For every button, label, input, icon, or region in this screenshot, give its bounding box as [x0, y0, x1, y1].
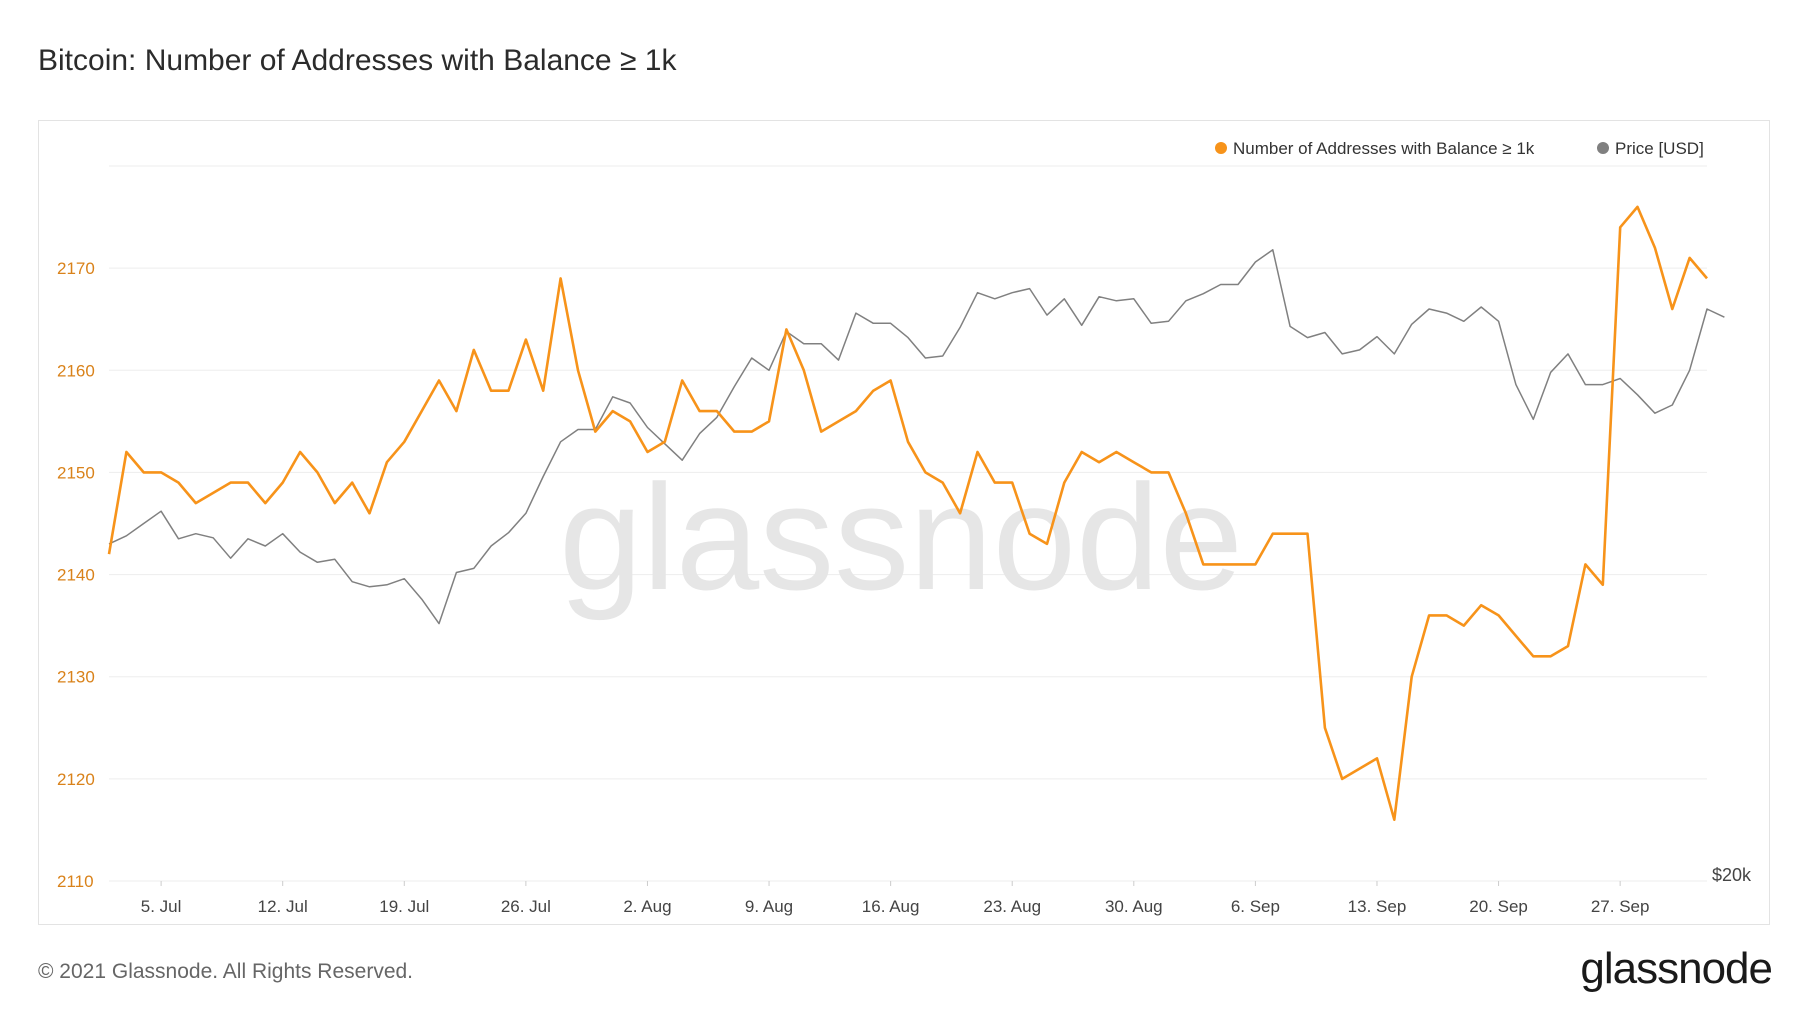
series-line-addresses — [107, 205, 1708, 822]
y-tick-label: 2160 — [57, 361, 95, 380]
x-tick-label: 27. Sep — [1591, 897, 1650, 916]
legend-addresses-label[interactable]: Number of Addresses with Balance ≥ 1k — [1233, 139, 1535, 158]
y-tick-label: 2130 — [57, 668, 95, 687]
x-tick-label: 13. Sep — [1348, 897, 1407, 916]
y-tick-label: 2150 — [57, 463, 95, 482]
x-tick-label: 12. Jul — [258, 897, 308, 916]
legend-addresses-marker — [1215, 142, 1227, 154]
x-tick-label: 30. Aug — [1105, 897, 1163, 916]
brand-logo: glassnode — [1580, 944, 1773, 993]
x-tick-label: 19. Jul — [379, 897, 429, 916]
x-tick-label: 6. Sep — [1231, 897, 1280, 916]
x-tick-label: 16. Aug — [862, 897, 920, 916]
y-tick-label: 2120 — [57, 770, 95, 789]
x-tick-label: 9. Aug — [745, 897, 793, 916]
x-tick-label: 5. Jul — [141, 897, 182, 916]
chart-svg: glassnode 2110 2120 2130 2140 2150 2160 2170 5… — [57, 139, 1752, 916]
legend-price-marker — [1597, 142, 1609, 154]
x-tick-label: 26. Jul — [501, 897, 551, 916]
y-tick-label: 2170 — [57, 259, 95, 278]
y-tick-label: 2110 — [57, 872, 94, 891]
right-axis-label: $20k — [1712, 865, 1752, 885]
series-lines — [107, 205, 1725, 822]
grid-lines — [109, 165, 1707, 882]
y-axis: 2110 2120 2130 2140 2150 2160 2170 — [57, 259, 95, 891]
x-tick-label: 2. Aug — [623, 897, 671, 916]
copyright-text: © 2021 Glassnode. All Rights Reserved. — [38, 960, 414, 983]
x-axis: 5. Jul 12. Jul 19. Jul 26. Jul 2. Aug 9. Aug 1… — [141, 881, 1650, 916]
chart-title: Bitcoin: Number of Addresses with Balanc… — [38, 44, 677, 77]
legend-price-label[interactable]: Price [USD] — [1615, 139, 1704, 158]
series-line-price — [108, 249, 1725, 625]
chart-panel: glassnode 2110 2120 2130 2140 2150 2160 2170 5… — [38, 120, 1770, 925]
watermark: glassnode — [559, 453, 1243, 621]
x-tick-label: 20. Sep — [1469, 897, 1528, 916]
legend: Number of Addresses with Balance ≥ 1k Pr… — [1215, 139, 1704, 158]
y-tick-label: 2140 — [57, 566, 95, 585]
x-tick-label: 23. Aug — [983, 897, 1041, 916]
